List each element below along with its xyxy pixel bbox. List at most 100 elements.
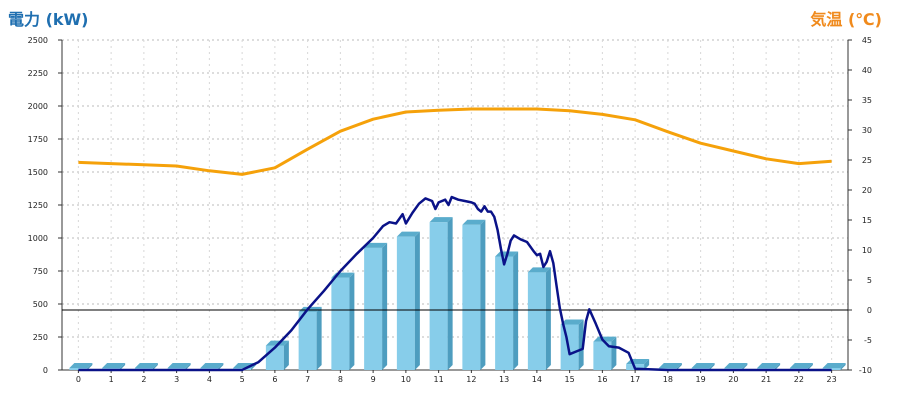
x-tick-label: 18 [663,375,673,384]
x-tick-label: 21 [761,375,771,384]
power-bar-top [364,242,388,248]
power-bar [364,247,383,370]
power-bar-side [185,363,191,370]
x-tick-label: 15 [565,375,575,384]
power-bar-side [807,363,813,370]
power-bar-side [840,363,846,370]
power-bar-top [462,219,486,225]
power-bar-side [316,306,322,370]
power-bar-side [480,219,486,370]
power-bar [462,224,481,370]
x-tick-label: 1 [109,375,114,384]
x-tick-label: 9 [371,375,376,384]
x-tick-label: 7 [305,375,310,384]
x-tick-label: 5 [240,375,245,384]
power-line [78,195,832,372]
power-bar [69,368,88,370]
left-tick-label: 2250 [28,69,48,78]
power-bar-top [724,363,748,368]
power-bar-side [775,363,781,370]
x-tick-label: 23 [827,375,837,384]
power-bar-side [447,217,453,370]
left-tick-label: 2000 [28,102,48,111]
x-tick-label: 10 [401,375,411,384]
right-tick-label: 5 [867,276,872,285]
power-bar [331,277,350,370]
power-bar-side [644,359,650,370]
x-tick-label: 0 [76,375,81,384]
right-tick-label: -10 [859,366,872,375]
power-bar-top [429,217,453,223]
power-bar-side [676,363,682,370]
x-tick-label: 13 [499,375,509,384]
power-bar-top [527,267,551,273]
power-bar-side [545,267,551,370]
power-bar-top [265,340,289,346]
left-tick-label: 1250 [28,201,48,210]
right-tick-label: 25 [862,156,872,165]
power-bar-top [560,319,584,325]
power-bar-top [102,363,126,368]
x-tick-label: 3 [174,375,179,384]
power-bar-side [283,340,289,370]
left-tick-label: 500 [33,300,48,309]
power-bar-side [87,363,93,370]
left-tick-label: 1500 [28,168,48,177]
power-bar-side [611,336,617,370]
power-bar-top [789,363,813,368]
x-tick-label: 12 [466,375,476,384]
left-tick-label: 1750 [28,135,48,144]
x-tick-label: 14 [532,375,542,384]
right-tick-label: 30 [862,126,872,135]
x-tick-label: 11 [434,375,444,384]
temperature-line [78,107,832,176]
power-bar-top [298,306,322,312]
power-bar [822,368,841,370]
x-tick-label: 20 [728,375,738,384]
right-tick-label: 45 [862,36,872,45]
power-bar [560,324,579,370]
right-tick-label: 20 [862,186,872,195]
left-tick-label: 1000 [28,234,48,243]
x-tick-label: 17 [630,375,640,384]
power-bar-top [134,363,158,368]
right-tick-label: 35 [862,96,872,105]
power-bar-side [120,363,126,370]
x-tick-label: 6 [272,375,277,384]
power-bar-side [414,231,420,370]
power-bar [593,341,612,370]
power-bar [527,272,546,370]
power-bar-side [152,363,158,370]
right-tick-label: -5 [864,336,872,345]
left-tick-label: 2500 [28,36,48,45]
power-bar-side [742,363,748,370]
power-bar-top [691,363,715,368]
power-bar-side [709,363,715,370]
left-tick-label: 250 [33,333,48,342]
power-bar-top [396,231,420,237]
power-bar-top [658,363,682,368]
power-bar-side [513,251,519,370]
power-bar-side [578,319,584,370]
power-bar-top [200,363,224,368]
x-tick-label: 4 [207,375,212,384]
x-tick-label: 2 [141,375,146,384]
power-bar-top [822,363,846,368]
right-tick-label: 0 [867,306,872,315]
power-bar-side [349,272,355,370]
power-bar [298,311,317,370]
right-tick-label: 15 [862,216,872,225]
right-tick-label: 40 [862,66,872,75]
power-bar-top [593,336,617,342]
power-bar-top [69,363,93,368]
power-bar-side [218,363,224,370]
x-tick-label: 22 [794,375,804,384]
x-tick-label: 8 [338,375,343,384]
left-tick-label: 750 [33,267,48,276]
power-bar [396,236,415,370]
power-bar-top [757,363,781,368]
x-tick-label: 16 [597,375,607,384]
power-bar [429,222,448,370]
